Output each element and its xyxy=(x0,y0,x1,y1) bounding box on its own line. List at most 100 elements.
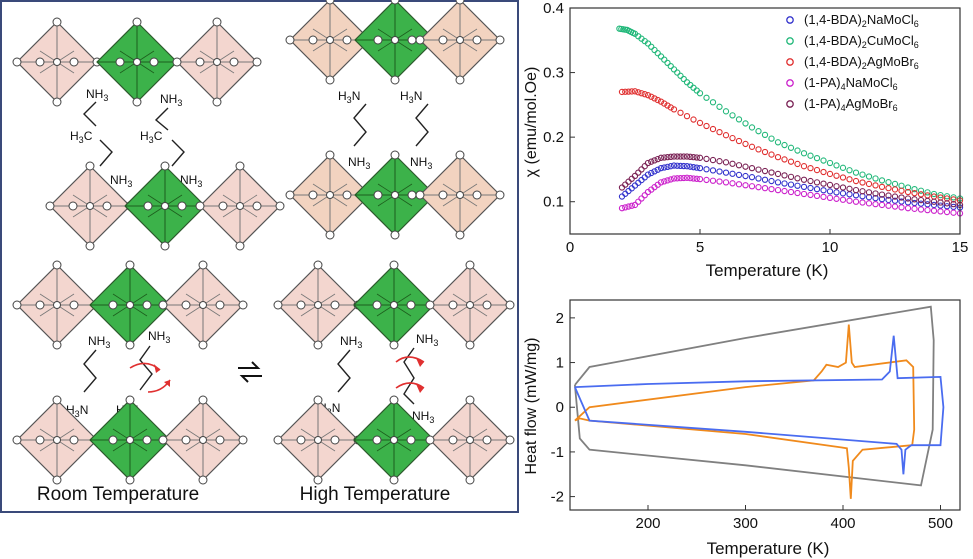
chi-data-point xyxy=(768,151,775,158)
chi-data-point xyxy=(729,160,736,167)
svg-text:NH3: NH3 xyxy=(160,92,182,108)
chi-data-point xyxy=(648,158,655,165)
chi-data-point xyxy=(774,139,782,146)
chi-data-point xyxy=(878,201,886,209)
chi-data-point xyxy=(911,196,918,203)
chi-data-point xyxy=(891,180,899,188)
chi-data-point xyxy=(878,177,886,184)
chi-data-point xyxy=(898,194,905,201)
chi-data-point xyxy=(852,177,860,185)
chi-data-point xyxy=(651,168,658,175)
chi-data-point xyxy=(755,175,762,182)
chi-data-point xyxy=(716,128,723,136)
dsc-series-line-1 xyxy=(574,324,916,499)
chi-data-point xyxy=(800,163,808,170)
chi-data-point xyxy=(722,159,730,166)
chi-data-point xyxy=(917,196,925,204)
chi-data-point xyxy=(618,205,626,212)
chi-data-point xyxy=(943,200,951,207)
chi-data-point xyxy=(722,132,730,139)
chi-data-point xyxy=(904,205,912,212)
chi-data-point xyxy=(677,174,684,182)
chi-x-tick-label: 0 xyxy=(566,239,574,256)
chi-data-point xyxy=(787,181,795,188)
chi-data-point xyxy=(826,170,834,178)
chi-data-point xyxy=(664,154,671,161)
svg-text:H3N: H3N xyxy=(400,89,422,105)
chi-data-point xyxy=(859,188,866,195)
chi-data-point xyxy=(670,66,678,73)
chi-data-point xyxy=(774,179,782,186)
chi-data-point xyxy=(800,150,808,157)
chi-data-point xyxy=(865,189,873,196)
chi-data-point xyxy=(661,178,668,185)
dsc-series-line-2 xyxy=(574,335,945,475)
chi-data-point xyxy=(631,172,639,180)
heat-flow-axes: 200 300 400 500 -2 -1 0 1 2 xyxy=(551,299,961,532)
chi-data-point xyxy=(904,199,912,206)
dsc-plot-frame xyxy=(569,299,961,511)
chi-data-point xyxy=(735,181,743,188)
chi-data-point xyxy=(820,168,827,176)
chi-data-point xyxy=(748,183,756,190)
chi-data-point xyxy=(794,160,801,168)
chi-data-point xyxy=(680,162,687,170)
chi-data-point xyxy=(628,175,635,182)
chi-data-point xyxy=(735,116,743,123)
dsc-x-tick-label: 300 xyxy=(733,515,758,532)
chi-data-point xyxy=(839,196,847,203)
organic-cations-top-right: H3N NH3 H3N NH3 xyxy=(338,89,432,171)
chi-legend-label: (1,4-BDA)2AgMoBr6 xyxy=(804,54,919,71)
chi-data-point xyxy=(768,185,775,193)
chi-data-point xyxy=(670,153,678,160)
chi-data-point xyxy=(703,122,710,130)
chi-data-point xyxy=(794,175,801,182)
chi-data-point xyxy=(654,50,661,57)
chi-data-point xyxy=(872,182,879,189)
dsc-x-axis-label: Temperature (K) xyxy=(707,539,830,558)
chi-legend-label: (1,4-BDA)2CuMoCl6 xyxy=(804,33,919,50)
chi-data-point xyxy=(885,192,892,199)
chi-data-point xyxy=(820,193,827,201)
chi-data-point xyxy=(800,183,808,191)
chi-data-point xyxy=(622,204,629,211)
svg-text:NH3: NH3 xyxy=(412,409,434,425)
dsc-series-line-0 xyxy=(574,305,935,487)
chi-data-point xyxy=(628,88,635,95)
chi-data-point xyxy=(648,93,655,100)
chi-y-tick-label: 0.1 xyxy=(543,194,564,211)
chi-data-point xyxy=(794,189,801,197)
chi-data-point xyxy=(664,102,671,109)
chi-data-point xyxy=(755,146,762,153)
chi-legend-marker xyxy=(786,37,794,45)
chi-data-point xyxy=(690,116,697,123)
chi-data-point xyxy=(729,112,736,119)
chi-data-point xyxy=(680,153,687,160)
chi-data-point xyxy=(690,164,697,171)
chi-data-point xyxy=(852,169,860,176)
svg-text:H3C: H3C xyxy=(140,129,163,145)
chi-data-point xyxy=(670,106,678,113)
chi-data-point xyxy=(917,187,925,194)
layer-top-left-lower xyxy=(45,161,285,251)
svg-text:H3C: H3C xyxy=(70,129,93,145)
chi-data-point xyxy=(654,166,661,173)
chi-data-point xyxy=(755,184,762,191)
chi-data-point xyxy=(735,162,743,169)
chi-data-point xyxy=(635,169,642,176)
chi-data-point xyxy=(774,186,782,194)
chi-data-point xyxy=(654,96,661,104)
chi-data-point xyxy=(696,119,704,127)
chi-data-point xyxy=(800,190,808,198)
chi-data-point xyxy=(904,195,912,202)
chi-data-point xyxy=(693,175,700,182)
chi-data-point xyxy=(667,176,674,183)
chi-data-point xyxy=(748,143,756,150)
layer-bottom-right-lower xyxy=(273,395,515,485)
svg-text:NH3: NH3 xyxy=(110,173,132,189)
chi-data-point xyxy=(898,204,905,211)
chi-series-3 xyxy=(618,174,964,217)
chi-data-point xyxy=(826,181,834,189)
chi-data-point xyxy=(761,176,769,183)
chi-data-point xyxy=(859,171,866,178)
